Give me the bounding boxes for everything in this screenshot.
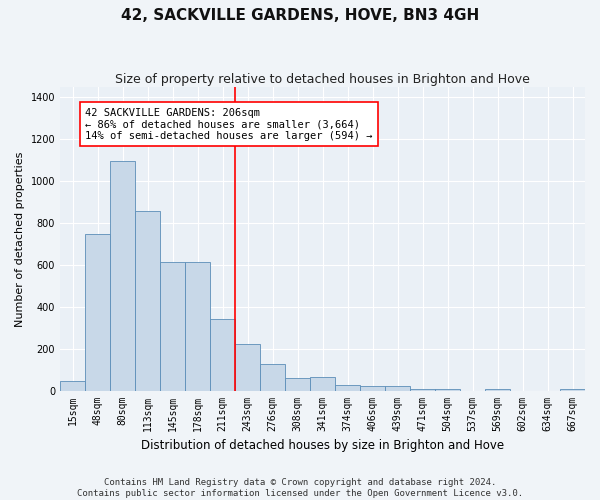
Bar: [85, 234, 110, 391]
Bar: [360, 386, 385, 391]
Text: 42 SACKVILLE GARDENS: 206sqm
← 86% of detached houses are smaller (3,664)
14% of: 42 SACKVILLE GARDENS: 206sqm ← 86% of de…: [85, 108, 373, 141]
Text: Contains HM Land Registry data © Crown copyright and database right 2024.
Contai: Contains HM Land Registry data © Crown c…: [77, 478, 523, 498]
Bar: [410, 388, 435, 391]
Text: 42, SACKVILLE GARDENS, HOVE, BN3 4GH: 42, SACKVILLE GARDENS, HOVE, BN3 4GH: [121, 8, 479, 22]
Bar: [185, 262, 210, 391]
Bar: [160, 262, 185, 391]
Bar: [285, 378, 310, 391]
Y-axis label: Number of detached properties: Number of detached properties: [15, 151, 25, 326]
Bar: [560, 389, 585, 391]
Bar: [435, 389, 460, 391]
Bar: [335, 386, 360, 391]
Bar: [235, 344, 260, 391]
Bar: [260, 364, 285, 391]
Bar: [310, 378, 335, 391]
X-axis label: Distribution of detached houses by size in Brighton and Hove: Distribution of detached houses by size …: [141, 440, 504, 452]
Bar: [210, 318, 235, 391]
Bar: [485, 388, 510, 391]
Bar: [385, 386, 410, 391]
Bar: [110, 161, 135, 391]
Bar: [135, 210, 160, 391]
Bar: [60, 380, 85, 391]
Title: Size of property relative to detached houses in Brighton and Hove: Size of property relative to detached ho…: [115, 72, 530, 86]
